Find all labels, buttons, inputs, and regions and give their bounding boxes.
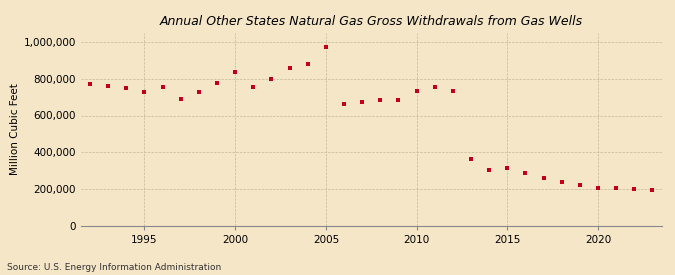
Text: Source: U.S. Energy Information Administration: Source: U.S. Energy Information Administ… <box>7 263 221 272</box>
Y-axis label: Million Cubic Feet: Million Cubic Feet <box>9 83 20 175</box>
Title: Annual Other States Natural Gas Gross Withdrawals from Gas Wells: Annual Other States Natural Gas Gross Wi… <box>160 15 583 28</box>
